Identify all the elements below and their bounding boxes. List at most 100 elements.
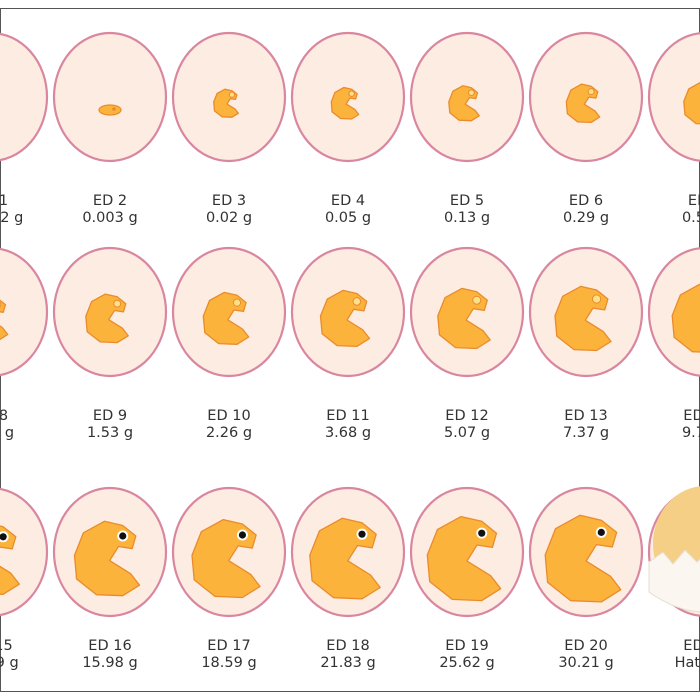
embryo-eye bbox=[232, 298, 242, 307]
embryo bbox=[683, 81, 700, 125]
stage-day: ED 18 bbox=[326, 638, 370, 654]
stage-weight: 5.07 g bbox=[443, 424, 491, 441]
stage-weight: 0.003 g bbox=[82, 209, 138, 226]
stage-weight: 18.59 g bbox=[201, 654, 257, 671]
stage-weight: 21.83 g bbox=[320, 654, 376, 671]
stage-day: ED 10 bbox=[207, 408, 251, 424]
egg-ed-8 bbox=[0, 247, 49, 377]
stage-day: ED 14 bbox=[683, 408, 700, 424]
stage-weight: 2.26 g bbox=[205, 424, 253, 441]
embryo-eye bbox=[587, 88, 595, 96]
stage-weight: 1.53 g bbox=[86, 424, 134, 441]
egg-ed-2 bbox=[52, 31, 168, 163]
stage-label-ed-14: ED 149.74 g bbox=[647, 408, 700, 441]
stage-weight: 0.05 g bbox=[324, 209, 372, 226]
stage-weight: 25.62 g bbox=[439, 654, 495, 671]
eggshell bbox=[52, 31, 168, 163]
egg-ed-1 bbox=[0, 32, 49, 162]
embryo-pupil bbox=[358, 530, 366, 538]
stage-weight: 15.98 g bbox=[82, 654, 138, 671]
egg-ed-14 bbox=[647, 247, 700, 377]
embryo-pupil bbox=[119, 532, 127, 540]
stage-label-ed-21: ED 21Hatched bbox=[647, 638, 700, 671]
stage-day: ED 11 bbox=[326, 408, 370, 424]
stage-day: ED 7 bbox=[687, 193, 700, 209]
stage-weight: 30.21 g bbox=[558, 654, 614, 671]
eggshell bbox=[647, 32, 700, 162]
embryo-eye bbox=[113, 299, 122, 308]
egg-ed-16 bbox=[52, 486, 168, 618]
embryo-pupil bbox=[478, 529, 486, 537]
stage-label-ed-12: ED 12 5.07 g bbox=[409, 408, 525, 441]
stage-label-ed-1: ED 10.0002 g bbox=[0, 193, 49, 226]
stage-weight: 9.74 g bbox=[681, 424, 700, 441]
embryo-eye bbox=[352, 297, 362, 306]
stage-label-ed-16: ED 16 15.98 g bbox=[52, 638, 168, 671]
egg-ed-12 bbox=[409, 246, 525, 378]
stage-label-ed-10: ED 10 2.26 g bbox=[171, 408, 287, 441]
stage-day: ED 6 bbox=[568, 193, 604, 209]
stage-weight: 0.98 g bbox=[0, 424, 15, 441]
egg-ed-6 bbox=[528, 31, 644, 163]
stage-day: ED 19 bbox=[445, 638, 489, 654]
egg-ed-4 bbox=[290, 31, 406, 163]
stage-label-ed-13: ED 13 7.37 g bbox=[528, 408, 644, 441]
embryo bbox=[0, 299, 9, 341]
egg-ed-9 bbox=[52, 246, 168, 378]
broken-shell bbox=[648, 549, 700, 613]
stage-weight: 7.37 g bbox=[562, 424, 610, 441]
stage-label-ed-15: ED 1512.99 g bbox=[0, 638, 49, 671]
stage-label-ed-20: ED 20 30.21 g bbox=[528, 638, 644, 671]
stage-day: ED 5 bbox=[449, 193, 485, 209]
stage-day: ED 2 bbox=[92, 193, 128, 209]
embryo bbox=[98, 104, 122, 116]
stage-label-ed-7: ED 70.57 g bbox=[647, 193, 700, 226]
stage-weight: 0.13 g bbox=[443, 209, 491, 226]
egg-ed-19 bbox=[409, 486, 525, 618]
embryo-eye bbox=[591, 294, 602, 304]
embryo-eye bbox=[0, 301, 2, 308]
egg-ed-11 bbox=[290, 246, 406, 378]
egg-ed-17 bbox=[171, 486, 287, 618]
egg-ed-15 bbox=[0, 487, 49, 617]
stage-label-ed-18: ED 18 21.83 g bbox=[290, 638, 406, 671]
egg-ed-3 bbox=[171, 31, 287, 163]
stage-day: ED 1 bbox=[0, 193, 9, 209]
embryo-pupil bbox=[597, 528, 605, 536]
stage-day: ED 15 bbox=[0, 638, 13, 654]
embryo bbox=[671, 283, 700, 353]
embryo-pupil bbox=[238, 531, 247, 539]
eggshell bbox=[0, 247, 49, 377]
stage-weight: 0.0002 g bbox=[0, 209, 24, 226]
egg-ed-13 bbox=[528, 246, 644, 378]
embryo-pupil bbox=[0, 533, 7, 541]
stage-day: ED 21 bbox=[683, 638, 700, 654]
stage-day: ED 4 bbox=[330, 193, 366, 209]
embryo-eye bbox=[472, 295, 482, 305]
stage-label-ed-8: ED 80.98 g bbox=[0, 408, 49, 441]
egg-ed-10 bbox=[171, 246, 287, 378]
stage-weight: 0.57 g bbox=[681, 209, 700, 226]
stage-label-ed-9: ED 9 1.53 g bbox=[52, 408, 168, 441]
stage-day: ED 3 bbox=[211, 193, 247, 209]
stage-weight: Hatched bbox=[674, 654, 700, 671]
embryo-eye bbox=[112, 107, 116, 111]
eggshell bbox=[0, 487, 49, 617]
stage-label-ed-17: ED 17 18.59 g bbox=[171, 638, 287, 671]
stage-label-ed-2: ED 2 0.003 g bbox=[52, 193, 168, 226]
stage-day: ED 16 bbox=[88, 638, 132, 654]
stage-label-ed-11: ED 11 3.68 g bbox=[290, 408, 406, 441]
stage-day: ED 17 bbox=[207, 638, 251, 654]
stage-weight: 3.68 g bbox=[324, 424, 372, 441]
eggshell bbox=[0, 32, 49, 162]
stage-label-ed-3: ED 3 0.02 g bbox=[171, 193, 287, 226]
stage-label-ed-5: ED 5 0.13 g bbox=[409, 193, 525, 226]
stage-label-ed-6: ED 6 0.29 g bbox=[528, 193, 644, 226]
stage-day: ED 9 bbox=[92, 408, 128, 424]
stage-label-ed-4: ED 4 0.05 g bbox=[290, 193, 406, 226]
stage-day: ED 12 bbox=[445, 408, 489, 424]
embryo-eye bbox=[468, 89, 475, 97]
egg-ed-20 bbox=[528, 486, 644, 618]
